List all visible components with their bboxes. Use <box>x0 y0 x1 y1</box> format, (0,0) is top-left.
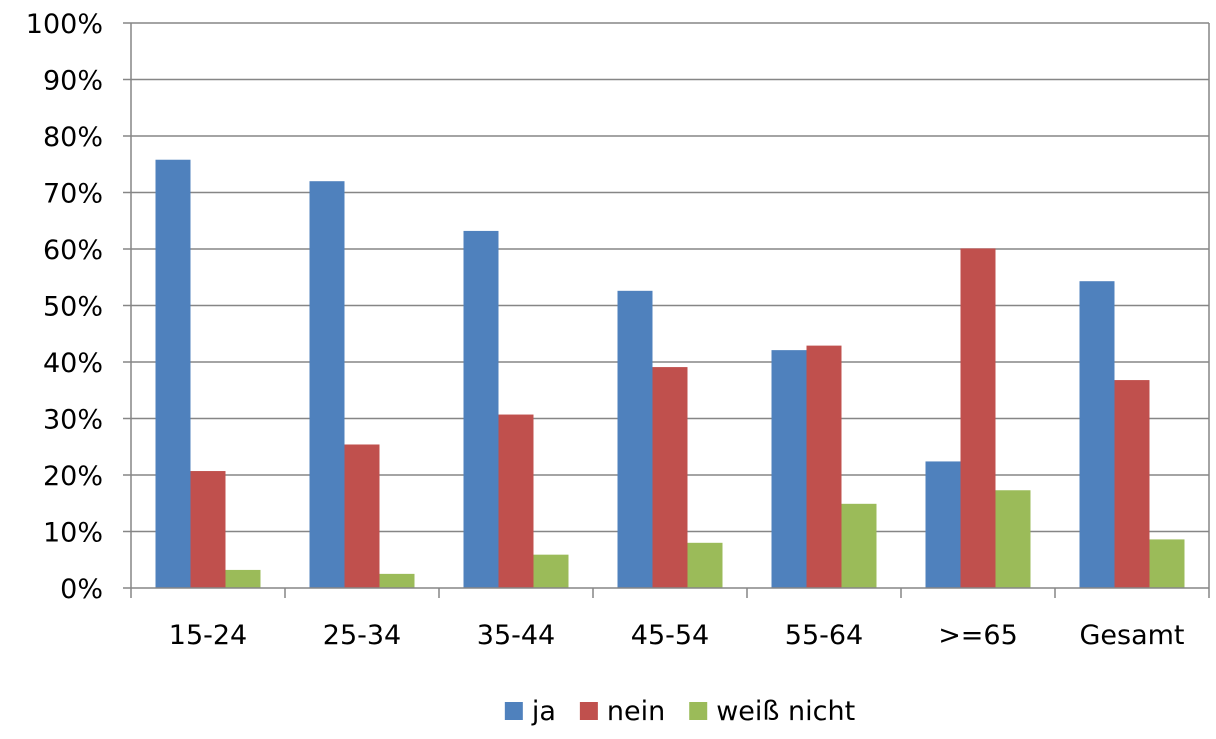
bar-wei-nicht-3 <box>687 542 723 588</box>
bar-wei-nicht-6 <box>1149 539 1185 588</box>
y-tick-label: 40% <box>43 348 103 379</box>
legend-swatch-1 <box>579 702 598 720</box>
x-tick-label: 45-54 <box>631 620 709 651</box>
x-tick-label: 25-34 <box>323 620 401 651</box>
x-tick-labels: 15-24 25-34 35-44 45-54 55-64 >=65 Gesamt <box>169 620 1185 651</box>
bar-nein-6 <box>1114 380 1150 588</box>
bar-wei-nicht-1 <box>379 573 415 588</box>
y-tick-label: 0% <box>60 574 103 605</box>
y-tick-label: 30% <box>43 405 103 436</box>
legend-label: weiß nicht <box>716 696 855 727</box>
bar-nein-2 <box>498 414 534 588</box>
y-tick-labels: 0% 10% 20% 30% 40% 50% 60% 70% 80% 90% 100% <box>26 9 103 605</box>
bar-nein-5 <box>960 248 996 588</box>
y-tick-label: 10% <box>43 518 103 549</box>
bar-ja-3 <box>617 290 653 588</box>
y-tick-label: 100% <box>26 9 103 40</box>
legend: ja nein weiß nicht <box>504 696 855 727</box>
x-tick-label: >=65 <box>938 620 1018 651</box>
y-tick-label: 20% <box>43 461 103 492</box>
x-tick-label: 55-64 <box>785 620 863 651</box>
bar-wei-nicht-2 <box>533 554 569 588</box>
bar-wei-nicht-0 <box>225 569 261 588</box>
bar-ja-0 <box>155 159 191 589</box>
bar-wei-nicht-4 <box>841 503 877 588</box>
y-tick-label: 80% <box>43 122 103 153</box>
legend-label: nein <box>607 696 665 727</box>
axes <box>123 22 1210 598</box>
bar-nein-0 <box>190 471 226 588</box>
legend-swatch-2 <box>689 702 708 720</box>
bar-ja-1 <box>309 181 345 588</box>
x-tick-label: 15-24 <box>169 620 247 651</box>
legend-label: ja <box>531 696 556 727</box>
bar-nein-3 <box>652 367 688 588</box>
y-tick-label: 90% <box>43 66 103 97</box>
y-tick-label: 50% <box>43 292 103 323</box>
x-tick-label: 35-44 <box>477 620 555 651</box>
x-tick-label: Gesamt <box>1079 620 1184 651</box>
y-tick-label: 60% <box>43 235 103 266</box>
bar-ja-2 <box>463 230 499 589</box>
bar-nein-4 <box>806 345 842 588</box>
bars <box>155 159 1185 589</box>
y-tick-label: 70% <box>43 179 103 210</box>
bar-ja-6 <box>1079 281 1115 588</box>
bar-wei-nicht-5 <box>995 490 1031 588</box>
legend-swatch-0 <box>504 702 523 720</box>
bar-nein-1 <box>344 444 380 588</box>
bar-ja-4 <box>771 350 807 588</box>
bar-ja-5 <box>925 461 961 588</box>
